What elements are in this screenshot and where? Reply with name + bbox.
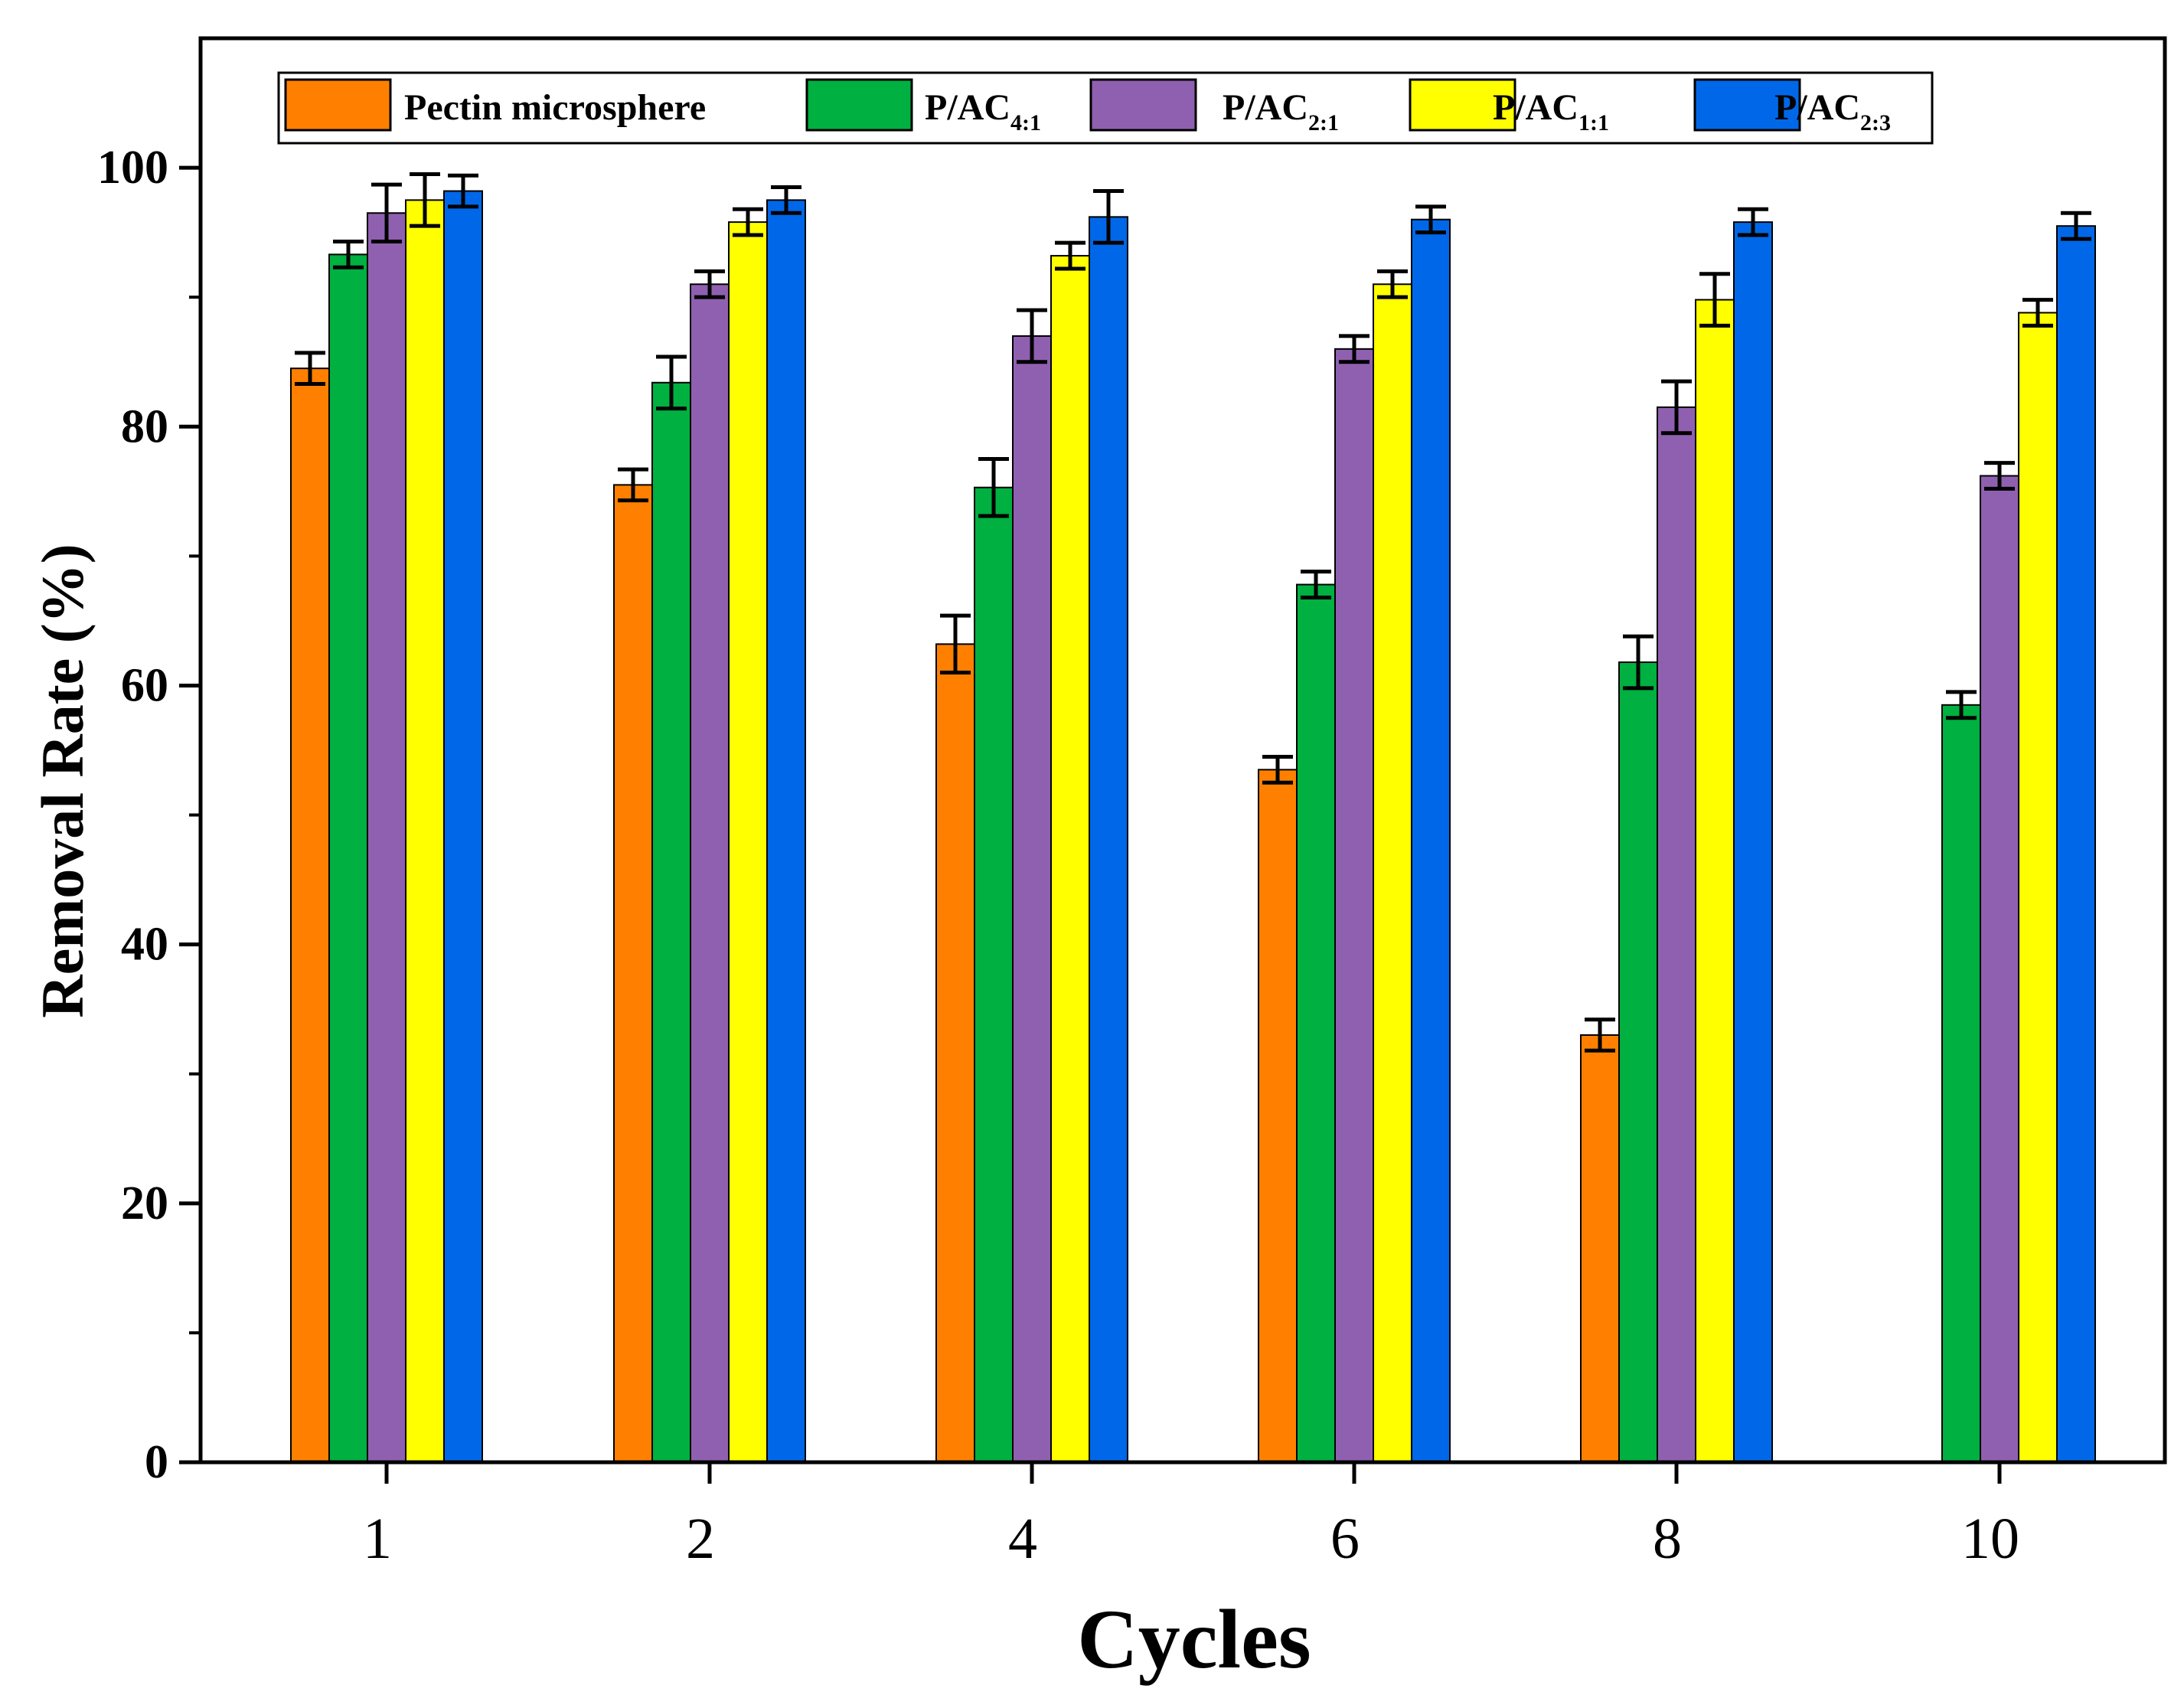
bar-p-ac2-1-cycle-10 [1980, 475, 2019, 1464]
bar-pectin-microsphere-cycle-1 [290, 367, 330, 1464]
bar-p-ac2-3-cycle-10 [2056, 225, 2096, 1464]
bar-pectin-microsphere-cycle-4 [935, 643, 975, 1463]
bar-p-ac4-1-cycle-2 [651, 381, 691, 1463]
error-bar-pectin-microsphere-cycle-1 [295, 351, 325, 386]
error-bar-p-ac4-1-cycle-6 [1301, 570, 1331, 599]
x-tick-label: 6 [1330, 1507, 1360, 1571]
bar-p-ac1-1-cycle-10 [2018, 312, 2058, 1463]
bar-p-ac4-1-cycle-1 [328, 253, 368, 1463]
error-bar-p-ac1-1-cycle-4 [1055, 240, 1085, 271]
y-tick-label: 60 [121, 659, 168, 711]
x-axis: 1 2 4 6 8 10 [363, 1462, 2019, 1571]
bar-p-ac4-1-cycle-8 [1618, 661, 1658, 1463]
bar-p-ac2-3-cycle-1 [443, 190, 483, 1464]
bar-p-ac1-1-cycle-8 [1695, 299, 1735, 1464]
y-tick-label: 0 [145, 1436, 168, 1488]
bar-p-ac4-1-cycle-4 [974, 486, 1014, 1463]
legend-swatch-p-ac2-1 [1089, 78, 1197, 132]
bar-p-ac2-1-cycle-1 [367, 212, 406, 1464]
error-bar-p-ac2-1-cycle-10 [1984, 461, 2015, 491]
x-tick-label: 8 [1653, 1507, 1682, 1571]
bar-pectin-microsphere-cycle-6 [1258, 769, 1298, 1463]
error-bar-p-ac2-3-cycle-8 [1738, 207, 1768, 237]
y-tick-label: 40 [121, 919, 168, 971]
bar-p-ac1-1-cycle-4 [1050, 255, 1090, 1463]
y-axis: 0 20 40 60 80 100 [97, 142, 201, 1488]
error-bar-p-ac2-1-cycle-4 [1017, 308, 1047, 364]
error-bar-p-ac2-1-cycle-6 [1339, 334, 1369, 364]
error-bar-p-ac2-3-cycle-6 [1415, 204, 1446, 235]
error-bar-p-ac2-1-cycle-2 [694, 269, 725, 299]
legend-label-pectin-microsphere: Pectin microsphere [404, 87, 706, 128]
error-bar-p-ac1-1-cycle-1 [410, 172, 440, 228]
x-axis-label: Cycles [1077, 1592, 1311, 1686]
bar-p-ac2-3-cycle-6 [1411, 218, 1451, 1463]
y-tick-label: 100 [97, 142, 168, 194]
bar-p-ac2-1-cycle-4 [1012, 335, 1052, 1464]
error-bar-p-ac2-3-cycle-4 [1093, 189, 1124, 245]
bar-pectin-microsphere-cycle-8 [1580, 1034, 1620, 1463]
y-axis-label: Removal Rate (%) [29, 544, 96, 1017]
bars-layer [290, 190, 2096, 1464]
bar-p-ac1-1-cycle-2 [728, 221, 768, 1463]
error-bar-p-ac4-1-cycle-8 [1623, 634, 1654, 691]
legend-label-p-ac1-1: P/AC1:1 [1493, 87, 1609, 136]
error-bar-p-ac2-3-cycle-10 [2061, 211, 2091, 241]
y-tick-label: 80 [121, 400, 168, 452]
legend-label-p-ac4-1: P/AC4:1 [925, 87, 1041, 136]
y-tick-label: 20 [121, 1177, 168, 1230]
error-bar-p-ac2-1-cycle-8 [1661, 379, 1692, 436]
bar-p-ac2-3-cycle-4 [1089, 216, 1128, 1463]
error-bar-pectin-microsphere-cycle-6 [1262, 754, 1293, 785]
error-bar-p-ac2-3-cycle-1 [448, 173, 478, 209]
x-tick-label: 10 [1961, 1507, 2019, 1571]
error-bar-pectin-microsphere-cycle-8 [1585, 1017, 1615, 1053]
legend: Pectin microsphere P/AC4:1 P/AC2:1 P/AC1:1 P… [277, 71, 1934, 145]
bar-p-ac1-1-cycle-6 [1373, 283, 1412, 1464]
error-bar-pectin-microsphere-cycle-2 [618, 467, 648, 503]
error-bar-p-ac1-1-cycle-2 [733, 207, 763, 237]
bar-p-ac2-3-cycle-8 [1733, 221, 1773, 1463]
error-bar-p-ac1-1-cycle-8 [1699, 272, 1730, 328]
error-bar-p-ac1-1-cycle-10 [2022, 298, 2053, 328]
legend-label-p-ac2-1: P/AC2:1 [1223, 87, 1339, 136]
legend-swatch-p-ac4-1 [805, 78, 913, 132]
error-bar-p-ac1-1-cycle-6 [1377, 269, 1408, 299]
error-bar-p-ac4-1-cycle-4 [978, 457, 1009, 518]
bar-p-ac2-3-cycle-2 [766, 199, 806, 1463]
legend-swatch-pectin-microsphere [284, 78, 392, 132]
error-bar-pectin-microsphere-cycle-4 [940, 613, 971, 675]
error-bar-p-ac4-1-cycle-10 [1946, 690, 1977, 720]
bar-p-ac4-1-cycle-10 [1941, 704, 1981, 1463]
legend-swatch-p-ac2-3 [1693, 78, 1801, 132]
x-tick-label: 4 [1008, 1507, 1037, 1571]
bar-p-ac4-1-cycle-6 [1296, 583, 1336, 1464]
bar-pectin-microsphere-cycle-2 [613, 484, 653, 1463]
legend-swatch-p-ac1-1 [1409, 78, 1516, 132]
x-tick-label: 1 [363, 1507, 392, 1571]
bar-p-ac1-1-cycle-1 [405, 199, 445, 1463]
plot-frame [198, 36, 2167, 1465]
bar-p-ac2-1-cycle-2 [690, 283, 730, 1464]
bar-p-ac2-1-cycle-8 [1657, 406, 1696, 1464]
legend-label-p-ac2-3: P/AC2:3 [1774, 87, 1891, 136]
error-bar-p-ac2-3-cycle-2 [771, 185, 801, 215]
error-bars-layer [295, 172, 2091, 1053]
error-bar-p-ac2-1-cycle-1 [371, 182, 402, 243]
error-bar-p-ac4-1-cycle-1 [333, 239, 364, 269]
error-bar-p-ac4-1-cycle-2 [656, 354, 687, 411]
bar-p-ac2-1-cycle-6 [1334, 348, 1374, 1463]
x-tick-label: 2 [686, 1507, 715, 1571]
